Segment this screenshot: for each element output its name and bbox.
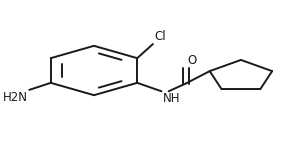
Text: NH: NH: [163, 92, 180, 105]
Text: O: O: [187, 54, 196, 67]
Text: Cl: Cl: [154, 30, 166, 43]
Text: H2N: H2N: [3, 91, 28, 104]
